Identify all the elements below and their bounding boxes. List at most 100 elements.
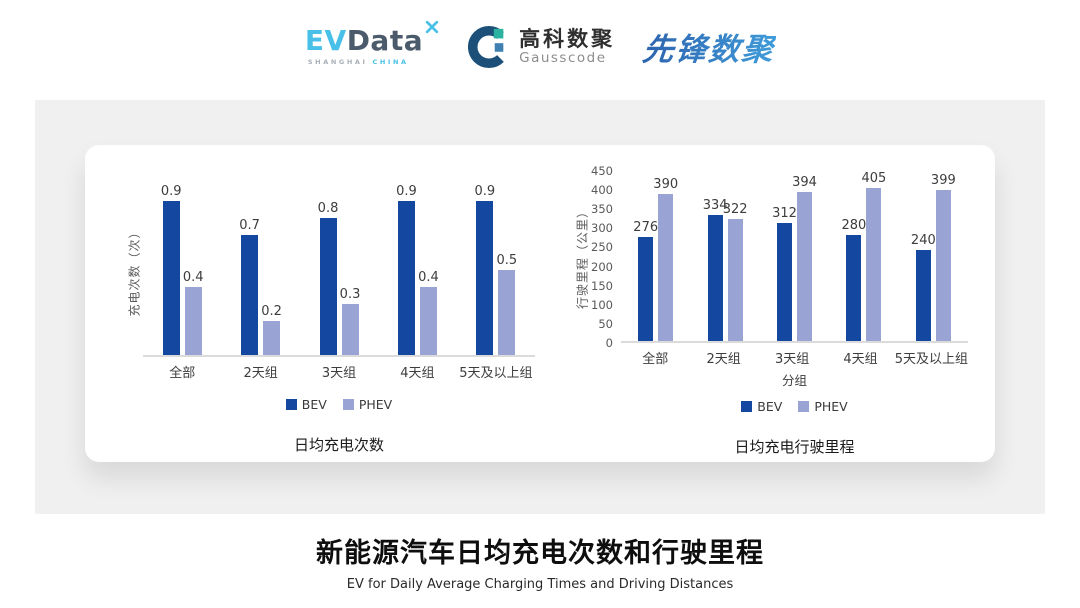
x-axis-label: 分组 [781, 373, 807, 388]
y-axis-label-wrap: 行驶里程（公里） [573, 171, 591, 343]
bar-group-1: 334 322 [690, 171, 759, 341]
legend-label: BEV [757, 399, 783, 414]
bar-bev-0 [162, 201, 180, 355]
header-logos: EV Data SHANGHAI CHINA 高科数聚 Gausscode [0, 20, 1080, 69]
bar-wrap: 0.9 [161, 184, 182, 355]
category-label: 5天及以上组 [459, 366, 533, 381]
plot-row: 充电次数（次） 0.9 0.4 0.7 0.2 0.8 0.3 0.9 0.4 0.9 0.5 [125, 184, 535, 357]
y-tick: 350 [591, 202, 613, 217]
bar-wrap: 390 [653, 171, 678, 341]
legend-swatch [285, 399, 297, 410]
bar-group-0: 0.9 0.4 [143, 184, 221, 355]
legend-label: PHEV [358, 397, 393, 412]
gausscode-name-en: Gausscode [519, 49, 607, 66]
y-tick: 0 [605, 336, 613, 350]
legend-item-phev: PHEV [798, 399, 848, 414]
bar-wrap: 334 [703, 171, 728, 341]
evdata-tagline-shanghai: SHANGHAI [307, 58, 368, 66]
bar-wrap: 0.4 [418, 184, 439, 355]
y-tick: 200 [591, 259, 613, 274]
bar-phev-4 [935, 190, 951, 341]
category-label: 4天组 [400, 366, 435, 381]
bar-phev-3 [419, 286, 437, 355]
bar-group-0: 276 390 [621, 171, 690, 341]
evdata-logo-wordmark: EV Data [304, 20, 440, 57]
legend-swatch [741, 401, 753, 412]
bar-group-4: 240 399 [899, 171, 968, 341]
bar-pair: 280 405 [842, 171, 886, 341]
x-axis-categories: 全部 2天组 3天组 4天组 5天及以上组 [573, 348, 968, 367]
bar-group-3: 0.9 0.4 [378, 184, 456, 355]
bar-pair: 0.9 0.4 [396, 184, 439, 355]
evdata-logo-data: Data [346, 24, 424, 57]
bar-wrap: 394 [792, 171, 817, 341]
chart-daily-driving-distance: 行驶里程（公里） 450 400 350 300 250 200 150 100 50 0 276… [573, 164, 969, 457]
bar-pair: 0.9 0.4 [161, 184, 204, 355]
bar-wrap: 276 [633, 171, 658, 341]
bar-pair: 276 390 [633, 171, 678, 341]
bar-bev-2 [319, 218, 337, 355]
bar-pair: 334 322 [703, 171, 748, 341]
category-label: 2天组 [706, 352, 741, 367]
bar-wrap: 0.7 [239, 184, 260, 355]
bar-pair: 0.8 0.3 [318, 184, 360, 355]
bar-group-2: 312 394 [760, 171, 829, 341]
bar-pair: 240 399 [911, 171, 956, 341]
bar-phev-4 [498, 269, 516, 355]
bar-group-4: 0.9 0.5 [457, 184, 535, 355]
bar-wrap: 0.9 [396, 184, 417, 355]
bar-phev-2 [341, 303, 359, 355]
bar-pair: 0.9 0.5 [474, 184, 517, 355]
bar-phev-2 [797, 192, 813, 341]
plot-area: 0.9 0.4 0.7 0.2 0.8 0.3 0.9 0.4 0.9 0.5 [143, 184, 535, 357]
chart-caption: 日均充电行驶里程 [734, 438, 855, 456]
bar-pair: 312 394 [772, 171, 817, 341]
legend-label: BEV [301, 397, 327, 412]
legend: BEV PHEV [573, 399, 968, 414]
bar-group-1: 0.7 0.2 [221, 184, 299, 355]
bar-wrap: 240 [911, 171, 936, 341]
y-tick: 250 [591, 240, 613, 255]
y-tick: 300 [591, 221, 613, 236]
bar-wrap: 312 [772, 171, 797, 341]
y-tick: 400 [591, 183, 613, 198]
bar-bev-1 [707, 214, 723, 341]
evdata-tagline: SHANGHAI CHINA [305, 58, 440, 66]
evdata-tagline-china: CHINA [372, 58, 409, 66]
y-axis-label: 充电次数（次） [127, 224, 142, 317]
gausscode-logo: 高科数聚 Gausscode [468, 25, 615, 68]
gausscode-g-icon [468, 25, 504, 68]
x-axis-categories: 全部 2天组 3天组 4天组 5天及以上组 [125, 362, 535, 381]
bar-wrap: 0.3 [340, 184, 360, 355]
y-tick: 50 [598, 316, 613, 331]
bar-bev-2 [777, 223, 793, 341]
category-label: 全部 [642, 352, 669, 367]
charts-card: 充电次数（次） 0.9 0.4 0.7 0.2 0.8 0.3 0.9 0.4 0.9 0.5 全… [85, 145, 995, 462]
poster-subtitle: EV for Daily Average Charging Times and … [346, 577, 734, 592]
bar-wrap: 280 [842, 171, 866, 341]
legend-item-phev: PHEV [342, 397, 393, 412]
y-axis-label: 行驶里程（公里） [575, 204, 590, 310]
category-label: 3天组 [774, 352, 810, 367]
chart-daily-charging-times: 充电次数（次） 0.9 0.4 0.7 0.2 0.8 0.3 0.9 0.4 0.9 0.5 全… [125, 184, 535, 455]
bar-wrap: 0.4 [183, 184, 204, 355]
category-label: 全部 [169, 366, 196, 381]
legend-item-bev: BEV [741, 399, 782, 414]
evdata-logo-ev: EV [304, 24, 347, 57]
gausscode-text: 高科数聚 Gausscode [519, 27, 615, 67]
bar-wrap: 0.8 [318, 184, 338, 355]
category-label: 4天组 [843, 352, 878, 367]
bar-bev-0 [638, 236, 654, 341]
bar-group-3: 280 405 [829, 171, 898, 341]
y-axis-ticks: 450 400 350 300 250 200 150 100 50 0 [591, 164, 621, 350]
chart-caption: 日均充电次数 [293, 436, 384, 454]
category-label: 3天组 [321, 366, 357, 381]
bar-wrap: 0.2 [261, 184, 282, 355]
bar-phev-1 [727, 219, 743, 341]
plot-area: 276 390 334 322 312 394 280 405 240 399 [621, 171, 968, 343]
bar-wrap: 405 [862, 171, 886, 341]
bar-wrap: 322 [723, 171, 748, 341]
legend-item-bev: BEV [285, 397, 327, 412]
y-tick: 150 [591, 278, 613, 293]
